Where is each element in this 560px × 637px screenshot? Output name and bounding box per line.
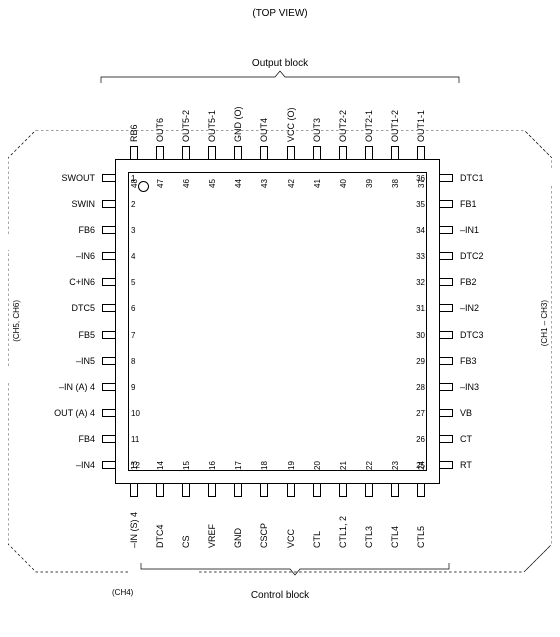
title: (TOP VIEW): [0, 8, 560, 19]
output-block-bracket: [100, 70, 460, 84]
output-block-label: Output block: [0, 58, 560, 69]
outer-decorative-outline: [8, 130, 552, 600]
